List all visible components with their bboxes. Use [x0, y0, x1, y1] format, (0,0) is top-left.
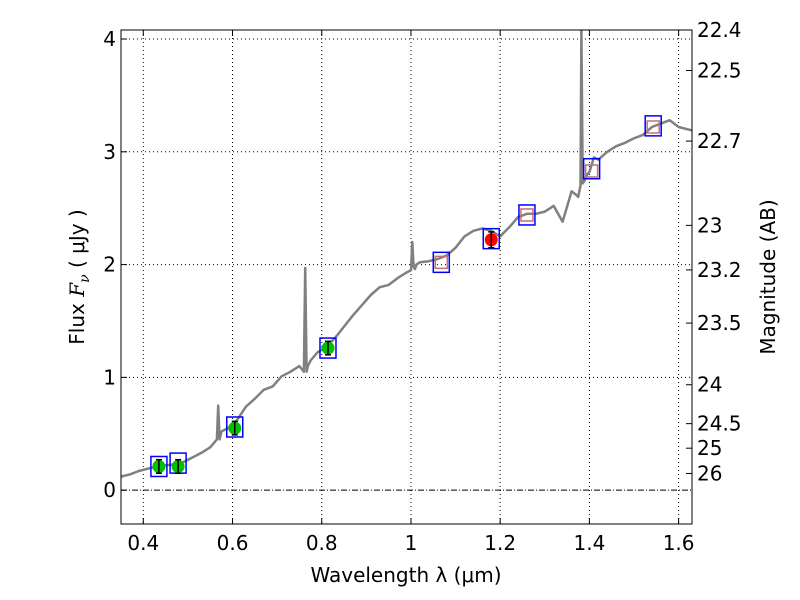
x-tick-label: 1.6 [663, 531, 695, 555]
y2-tick-label: 25 [697, 436, 722, 460]
model-flux-box [582, 157, 601, 180]
axis-ticks [121, 29, 692, 524]
x-tick-label: 1.4 [573, 531, 605, 555]
model-flux-box [482, 227, 501, 250]
y2-tick-label: 22.7 [697, 129, 742, 153]
y-tick-label: 3 [103, 140, 116, 164]
y2-tick-label: 23.5 [697, 311, 742, 335]
y2-tick-label: 23 [697, 213, 722, 237]
y2-axis-label: Magnitude (AB) [756, 199, 780, 354]
y2-tick-label: 23.2 [697, 258, 742, 282]
y2-tick-label: 22.4 [697, 18, 742, 42]
model-flux-box [644, 115, 662, 137]
plot-frame [120, 29, 693, 525]
y2-tick-label: 26 [697, 461, 722, 485]
y-label-subscript: ν [77, 274, 93, 283]
x-tick-label: 1 [405, 531, 418, 555]
y-tick-label: 2 [103, 253, 116, 277]
y-axis-label: Flux Fν ( μJy ) [65, 209, 93, 344]
y2-tick-label: 22.5 [697, 58, 742, 82]
x-tick-label: 1.2 [484, 531, 516, 555]
y-label-suffix: ( μJy ) [65, 209, 89, 274]
model-flux-box [226, 416, 244, 438]
y-tick-label: 0 [103, 478, 116, 502]
model-flux-box [432, 251, 451, 274]
y-label-symbol: F [65, 282, 89, 298]
model-flux-box [319, 337, 337, 359]
y2-tick-label: 24 [697, 373, 722, 397]
upper-limit-marker [646, 120, 660, 134]
y-tick-label: 1 [103, 365, 116, 389]
model-flux-box [150, 455, 168, 478]
x-tick-label: 0.4 [127, 531, 159, 555]
x-tick-label: 0.8 [306, 531, 338, 555]
upper-limit-marker [434, 255, 449, 270]
upper-limit-marker [520, 208, 534, 222]
y-label-prefix: Flux [65, 297, 89, 345]
y-tick-label: 4 [103, 27, 116, 51]
photometry-series [150, 115, 662, 478]
y2-tick-label: 24.5 [697, 412, 742, 436]
x-tick-label: 0.6 [217, 531, 249, 555]
model-flux-box [518, 204, 536, 226]
x-axis-label: Wavelength λ (μm) [310, 563, 501, 587]
upper-limit-marker [584, 164, 599, 178]
